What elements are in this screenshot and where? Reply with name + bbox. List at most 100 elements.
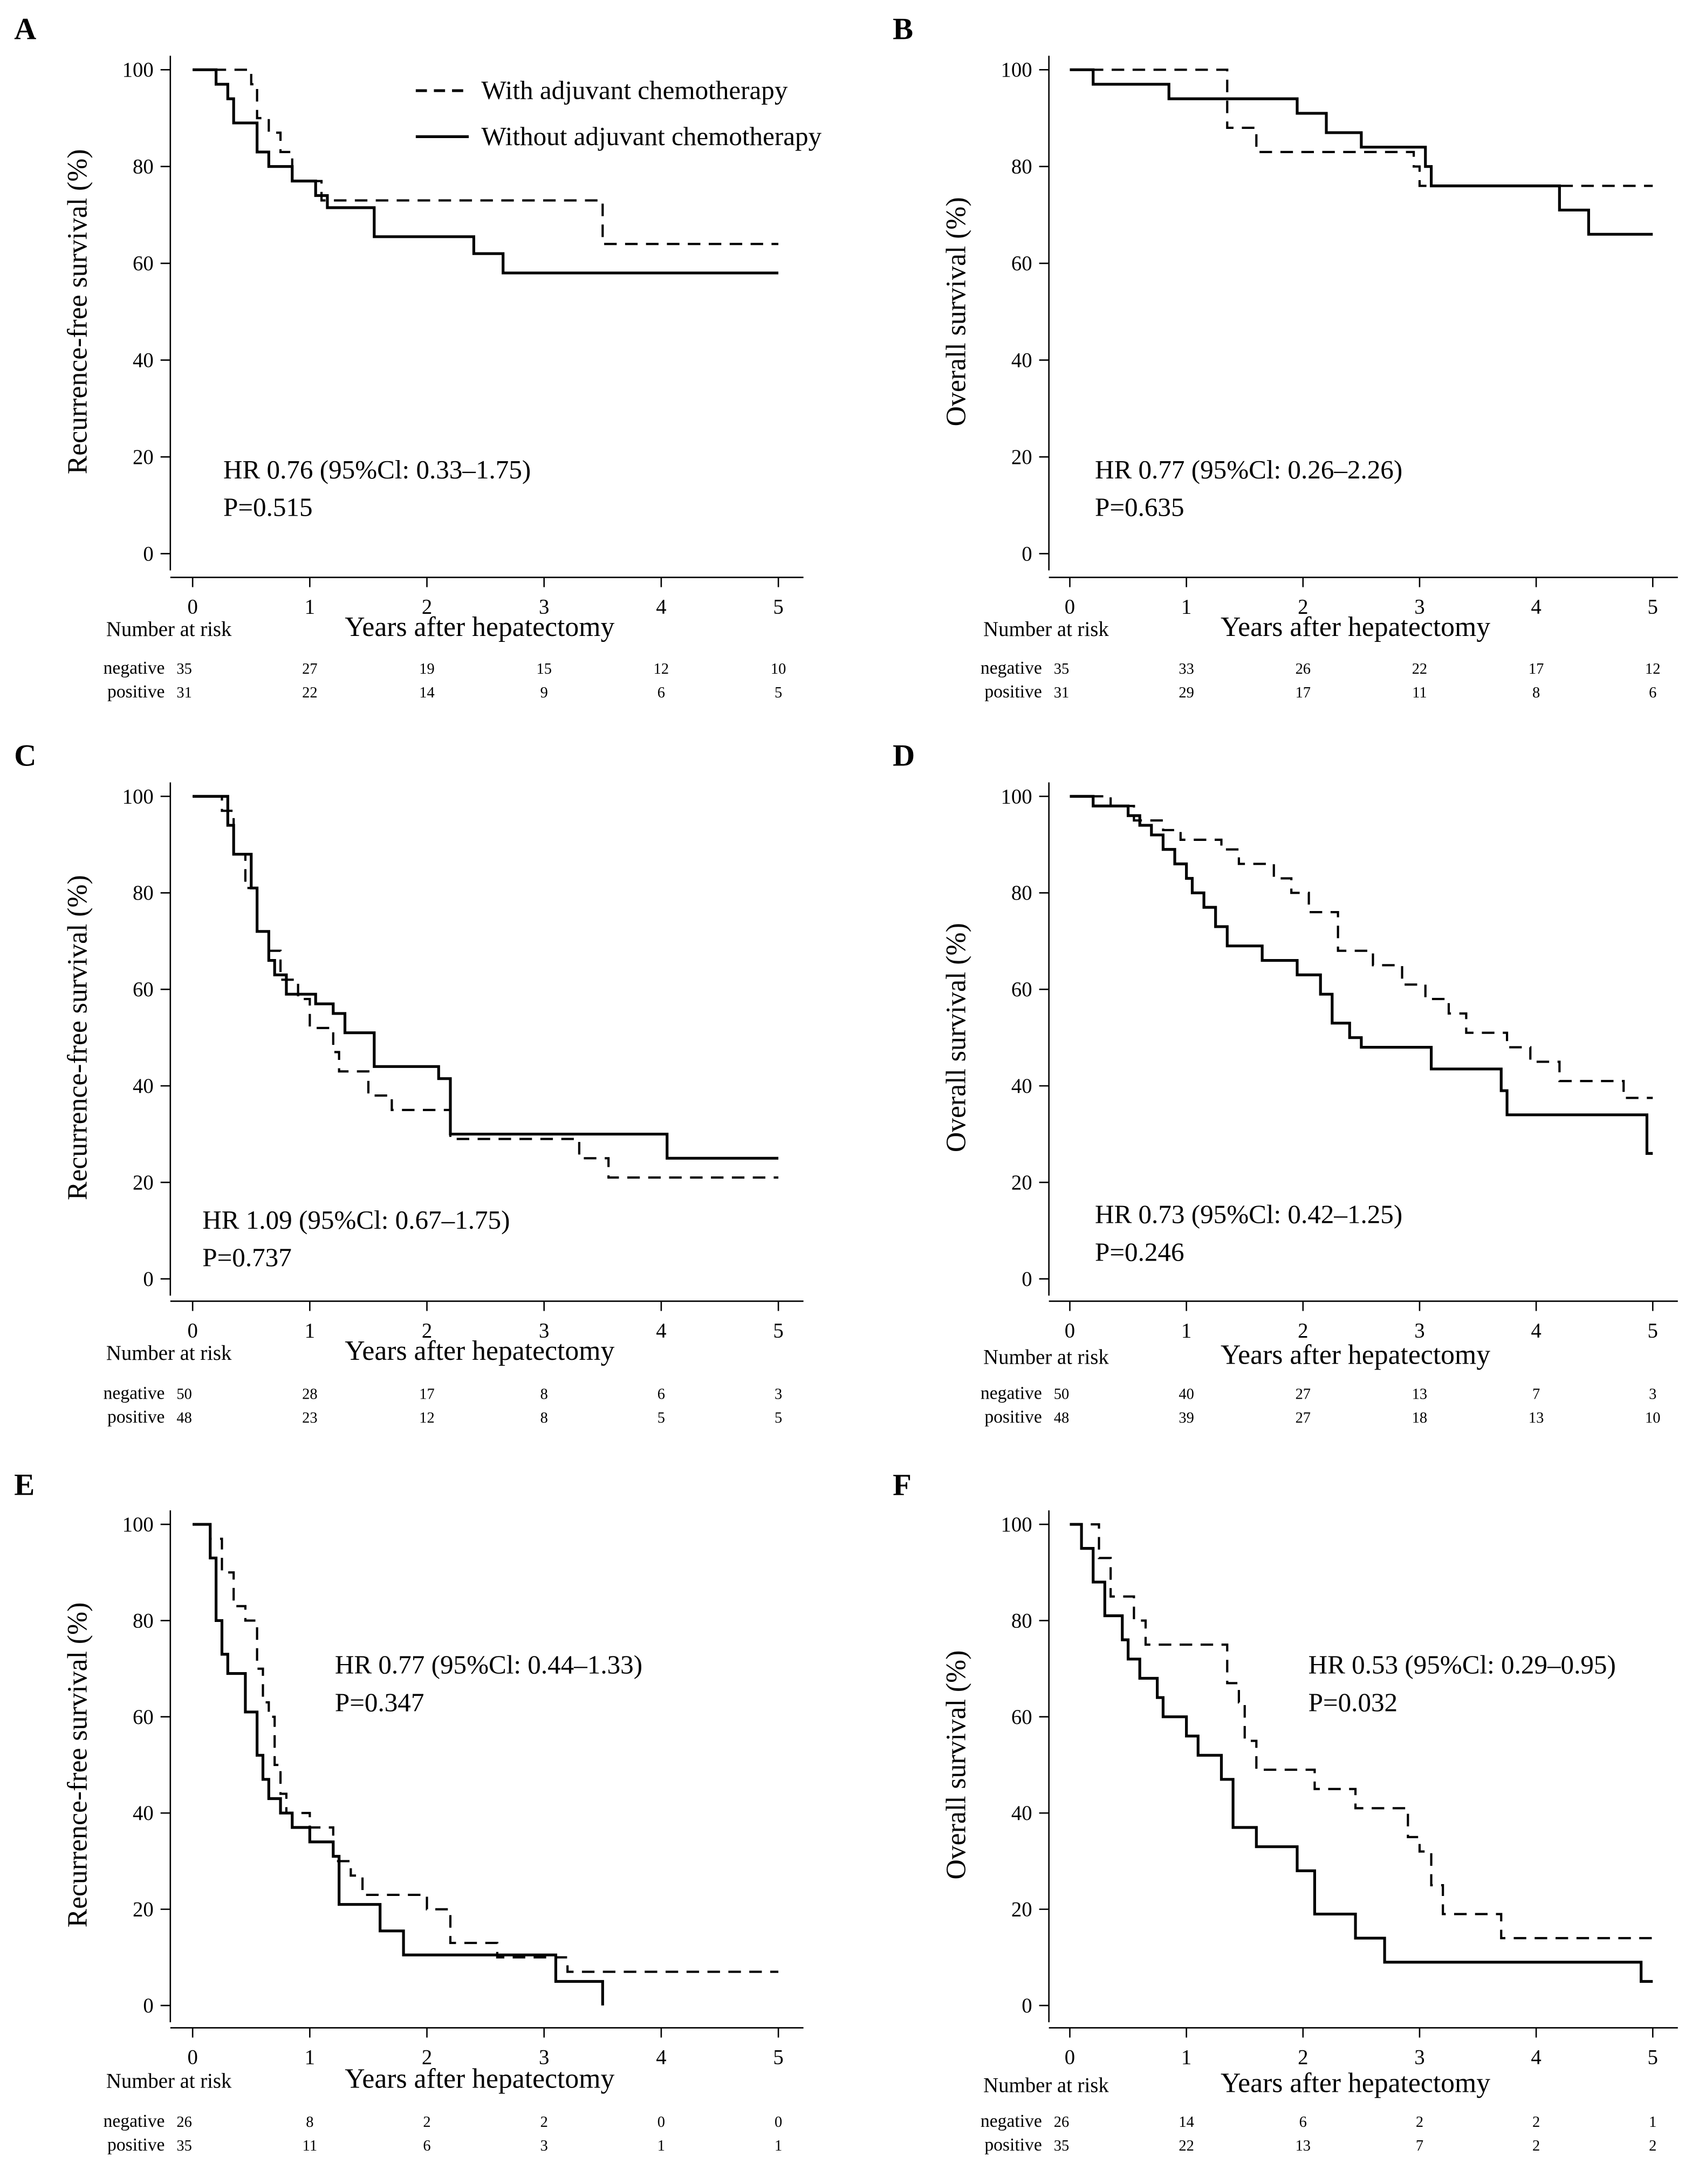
risk-value: 31 xyxy=(1054,684,1069,701)
risk-value: 35 xyxy=(176,661,191,677)
hazard-ratio: HR 1.09 (95%Cl: 0.67–1.75) xyxy=(202,1205,510,1235)
x-tick-label: 5 xyxy=(1648,1319,1658,1343)
x-axis-label: Years after hepatectomy xyxy=(345,612,614,642)
risk-row-label: positive xyxy=(984,682,1042,702)
risk-value: 13 xyxy=(1412,1386,1427,1402)
risk-value: 26 xyxy=(176,2114,191,2131)
y-tick-label: 20 xyxy=(133,1171,154,1194)
x-tick-label: 2 xyxy=(1298,2046,1308,2069)
number-at-risk-title: Number at risk xyxy=(106,2070,232,2093)
risk-value: 15 xyxy=(537,661,552,677)
y-tick-label: 80 xyxy=(1011,881,1032,905)
risk-value: 50 xyxy=(1054,1386,1069,1402)
x-tick-label: 3 xyxy=(539,595,549,619)
x-axis-label: Years after hepatectomy xyxy=(1221,612,1490,642)
x-tick-label: 3 xyxy=(1414,2046,1424,2069)
risk-value: 5 xyxy=(775,1409,782,1426)
risk-row-label: negative xyxy=(104,2111,165,2131)
panel-f: F 0 20 40 60 80 100 0 1 2 3 4 5 Overall survival (%) Y… xyxy=(893,1468,1678,2155)
y-tick-label: 40 xyxy=(133,1074,154,1098)
risk-value: 1 xyxy=(775,2138,782,2154)
panel-d: D 0 20 40 60 80 100 0 1 2 3 4 5 Overall survival (%) Y… xyxy=(893,738,1678,1427)
legend-label: Without adjuvant chemotherapy xyxy=(481,121,821,151)
x-tick-label: 1 xyxy=(305,1319,315,1343)
y-axis-label: Overall survival (%) xyxy=(941,1651,972,1880)
risk-value: 3 xyxy=(1649,1386,1656,1402)
hazard-ratio: HR 0.53 (95%Cl: 0.29–0.95) xyxy=(1309,1650,1616,1680)
risk-value: 50 xyxy=(176,1386,191,1402)
panel-letter: E xyxy=(14,1468,35,1502)
risk-value: 11 xyxy=(303,2138,317,2154)
x-tick-label: 4 xyxy=(656,595,666,619)
risk-value: 12 xyxy=(1645,661,1660,677)
risk-value: 2 xyxy=(1532,2114,1540,2131)
risk-value: 5 xyxy=(657,1409,665,1426)
y-axis-label: Recurrence-free survival (%) xyxy=(63,149,93,474)
x-tick-label: 5 xyxy=(773,2046,783,2069)
risk-value: 9 xyxy=(540,684,548,701)
y-tick-label: 0 xyxy=(1022,1994,1032,2017)
risk-value: 23 xyxy=(302,1409,317,1426)
number-at-risk-title: Number at risk xyxy=(983,2073,1109,2097)
risk-value: 29 xyxy=(1179,684,1194,701)
risk-value: 7 xyxy=(1416,2138,1423,2154)
curve-without-chemo xyxy=(193,795,779,1160)
risk-value: 27 xyxy=(302,661,317,677)
x-tick-label: 4 xyxy=(1531,595,1541,619)
risk-value: 8 xyxy=(306,2114,313,2131)
x-tick-label: 2 xyxy=(1298,595,1308,619)
risk-value: 22 xyxy=(1412,661,1427,677)
x-tick-label: 4 xyxy=(656,2046,666,2069)
y-tick-label: 80 xyxy=(133,881,154,905)
risk-value: 17 xyxy=(419,1386,434,1402)
risk-row-label: positive xyxy=(107,682,165,702)
risk-value: 3 xyxy=(775,1386,782,1402)
risk-value: 14 xyxy=(419,684,434,701)
panel-letter: A xyxy=(14,12,36,46)
y-tick-label: 20 xyxy=(1011,1171,1032,1194)
risk-value: 12 xyxy=(654,661,669,677)
y-tick-label: 80 xyxy=(1011,155,1032,179)
curve-with-chemo xyxy=(1070,1523,1653,1940)
risk-value: 26 xyxy=(1296,661,1311,677)
y-tick-label: 0 xyxy=(143,542,153,565)
y-tick-label: 40 xyxy=(1011,349,1032,372)
risk-value: 13 xyxy=(1529,1409,1544,1426)
risk-row-label: negative xyxy=(981,658,1042,678)
y-tick-label: 0 xyxy=(1022,1268,1032,1291)
y-axis-label: Overall survival (%) xyxy=(941,197,972,426)
y-tick-label: 80 xyxy=(133,1609,154,1632)
curve-without-chemo xyxy=(193,68,779,275)
p-value: P=0.515 xyxy=(223,492,313,522)
risk-value: 39 xyxy=(1179,1409,1194,1426)
risk-value: 8 xyxy=(540,1386,548,1402)
risk-value: 28 xyxy=(302,1386,317,1402)
x-tick-label: 1 xyxy=(1181,595,1191,619)
y-tick-label: 20 xyxy=(133,446,154,469)
x-tick-label: 5 xyxy=(1648,2046,1658,2069)
risk-value: 3 xyxy=(540,2138,548,2154)
risk-value: 2 xyxy=(540,2114,548,2131)
risk-row-label: positive xyxy=(984,1407,1042,1427)
p-value: P=0.347 xyxy=(335,1687,424,1717)
panel-letter: F xyxy=(893,1468,912,1502)
x-tick-label: 3 xyxy=(1414,595,1424,619)
x-tick-label: 5 xyxy=(773,595,783,619)
y-tick-label: 60 xyxy=(133,1706,154,1729)
risk-value: 40 xyxy=(1179,1386,1194,1402)
x-tick-label: 1 xyxy=(1181,2046,1191,2069)
risk-value: 0 xyxy=(657,2114,665,2131)
x-tick-label: 4 xyxy=(656,1319,666,1343)
p-value: P=0.635 xyxy=(1095,492,1184,522)
x-tick-label: 0 xyxy=(187,2046,197,2069)
risk-value: 17 xyxy=(1296,684,1311,701)
risk-row-label: negative xyxy=(981,1383,1042,1403)
curve-with-chemo xyxy=(1070,795,1653,1099)
x-tick-label: 0 xyxy=(1065,1319,1075,1343)
risk-value: 2 xyxy=(423,2114,430,2131)
x-tick-label: 1 xyxy=(1181,1319,1191,1343)
y-axis-label: Recurrence-free survival (%) xyxy=(63,875,93,1200)
number-at-risk-title: Number at risk xyxy=(106,1341,232,1365)
